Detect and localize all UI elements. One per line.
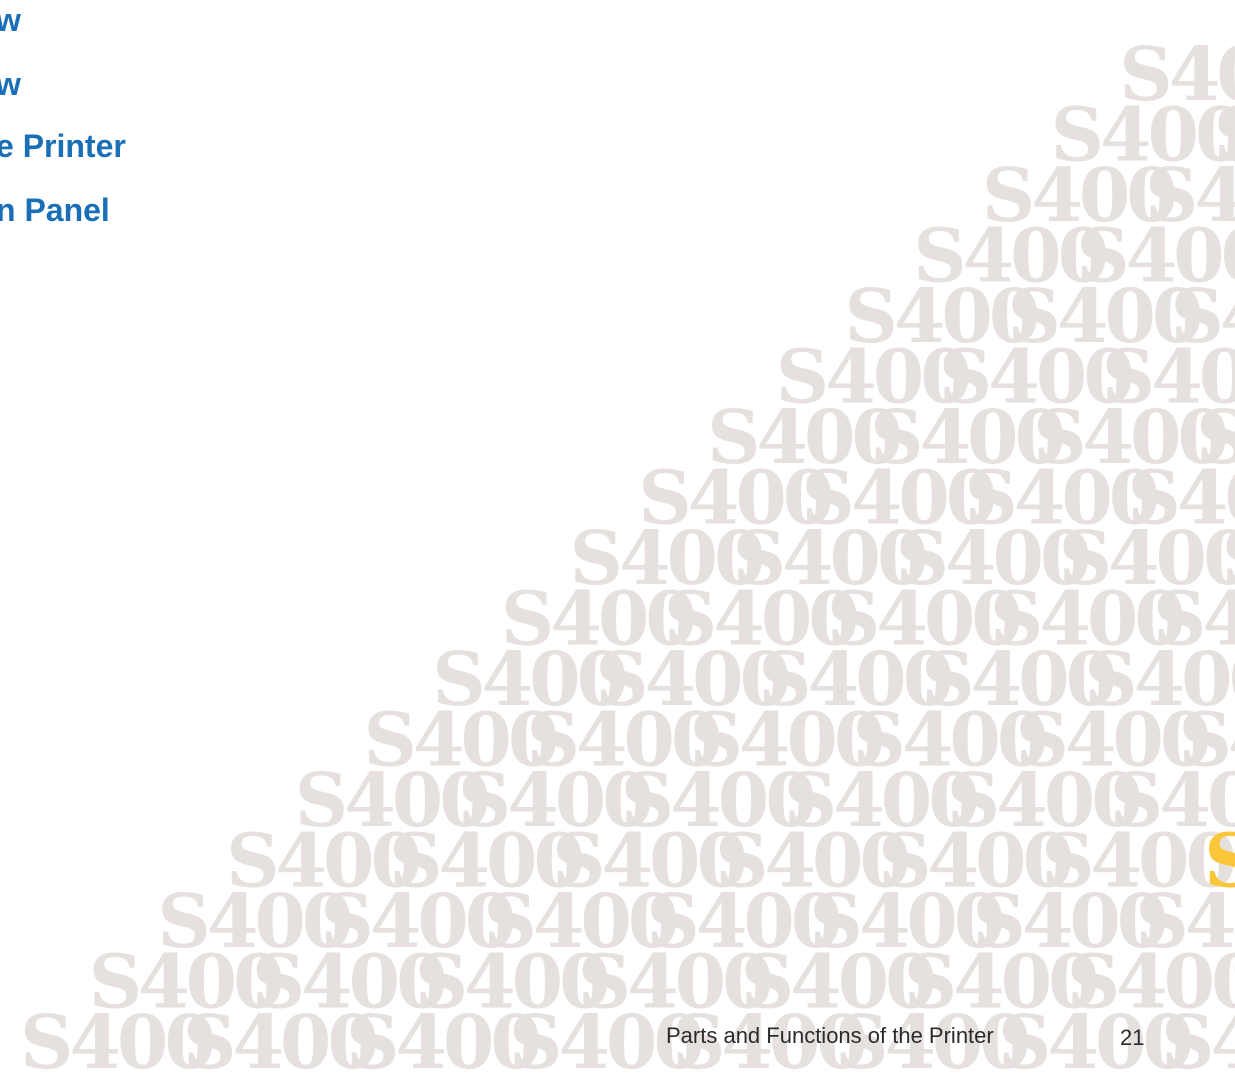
- s400-watermark-text: S400: [1230, 940, 1235, 1026]
- s400-watermark-text: S400: [320, 879, 513, 965]
- s400-watermark-text: S400: [715, 819, 908, 905]
- s400-watermark-text: S400: [346, 1000, 539, 1075]
- s400-watermark-text: S400: [1076, 214, 1235, 300]
- s400-watermark-text: S400: [20, 1000, 213, 1075]
- s400-watermark-text: S400: [364, 698, 557, 784]
- footer-chapter-title: Parts and Functions of the Printer: [666, 1023, 994, 1048]
- s400-watermark-text: S400: [853, 698, 1046, 784]
- s400-watermark-text: S400: [1110, 758, 1235, 844]
- s400-watermark-text: S400: [664, 577, 857, 663]
- s400-watermark-text: S400: [707, 395, 900, 481]
- toc-link-overview-1[interactable]: w: [0, 2, 21, 38]
- s400-watermark-text: S400: [432, 637, 625, 723]
- s400-watermark-text: S400: [458, 758, 651, 844]
- s400-watermark-text: S400: [252, 940, 445, 1026]
- s400-watermark-text: S400: [183, 1000, 376, 1075]
- s400-watermark-text: S400: [733, 516, 926, 602]
- s400-watermark-text: S400: [776, 335, 969, 421]
- s400-watermark-text: S400: [878, 819, 1071, 905]
- s400-watermark-text: S400: [552, 819, 745, 905]
- s400-watermark-text: S400: [939, 335, 1132, 421]
- page-number: 21: [1120, 1025, 1145, 1050]
- s400-watermark-text: S400: [1179, 698, 1235, 784]
- s400-watermark-text: S400: [578, 940, 771, 1026]
- s400-watermark-text: S400: [501, 577, 694, 663]
- s400-watermark-text: S400: [295, 758, 488, 844]
- s400-watermark-text: S400: [1008, 274, 1201, 360]
- s400-watermark-text: S400: [1041, 819, 1234, 905]
- s400-watermark-text: S400: [1059, 516, 1235, 602]
- s400-watermark-text: S400: [1067, 940, 1235, 1026]
- s400-watermark-text: S400: [1051, 93, 1235, 179]
- s400-watermark-text: S400: [483, 879, 676, 965]
- s400-watermark-text: S400: [89, 940, 282, 1026]
- s400-watermark-text: S400: [1016, 698, 1209, 784]
- s400-watermark-text: S400: [1161, 1000, 1235, 1075]
- s400-watermark-text: S400: [595, 637, 788, 723]
- s400-watermark-text: S400: [845, 274, 1038, 360]
- s400-watermark-text: S400: [964, 456, 1157, 542]
- s400-watermark-text: S400: [621, 758, 814, 844]
- s400-watermark-text: S400: [1196, 395, 1235, 481]
- s400-watermark-text: S400: [389, 819, 582, 905]
- s400-watermark-text: S400: [1119, 32, 1235, 118]
- s400-watermark-text: S400: [913, 214, 1106, 300]
- s400-watermark-text: S400: [990, 577, 1183, 663]
- s400-watermark-text: S400: [1145, 153, 1235, 239]
- s400-watermark-text: S400: [1222, 516, 1235, 602]
- s400-watermark-text: S400: [638, 456, 831, 542]
- s400-watermark-text: S400: [415, 940, 608, 1026]
- s400-watermark-text: S400: [527, 698, 720, 784]
- s400-watermark-text: S400: [1214, 93, 1235, 179]
- s400-watermark-text: S400: [1084, 637, 1235, 723]
- s400-watermark-text: S400: [1102, 335, 1235, 421]
- s400-watermark-text: S400: [1153, 577, 1235, 663]
- s400-watermark-text: S400: [827, 577, 1020, 663]
- s400-watermark-text: S400: [1135, 879, 1235, 965]
- s400-watermark-text: S400: [921, 637, 1114, 723]
- s400-watermark-text: S400: [998, 1000, 1191, 1075]
- s400-watermark-text: S400: [1171, 274, 1235, 360]
- s400-watermark-text: S400: [784, 758, 977, 844]
- s400-watermark-text: S400: [896, 516, 1089, 602]
- s400-watermark-text: S400: [835, 1000, 1028, 1075]
- s400-watermark-text: S400: [570, 516, 763, 602]
- s400-watermark-text: S400: [904, 940, 1097, 1026]
- s400-watermark-text: S400: [972, 879, 1165, 965]
- s400-watermark-text: S400: [226, 819, 419, 905]
- s400-watermark-text: S400: [947, 758, 1140, 844]
- s400-watermark-text: S400: [157, 879, 350, 965]
- s400-watermark-text: S400: [982, 153, 1175, 239]
- s400-watermark-text: S400: [1127, 456, 1235, 542]
- toc-links: w w e Printer n Panel: [0, 0, 400, 240]
- toc-link-parts-of-printer[interactable]: e Printer: [0, 128, 126, 164]
- s400-watermark-text: S400: [646, 879, 839, 965]
- s400-watermark-text: S400: [801, 456, 994, 542]
- s400-watermark-text: S400: [809, 879, 1002, 965]
- s400-watermark-text: S400: [741, 940, 934, 1026]
- s400-logo-highlight: S400: [1204, 819, 1235, 905]
- s400-watermark-text: S400: [672, 1000, 865, 1075]
- s400-watermark-text: S400: [870, 395, 1063, 481]
- toc-link-overview-2[interactable]: w: [0, 66, 21, 102]
- toc-link-control-panel[interactable]: n Panel: [0, 192, 110, 228]
- s400-watermark-text: S400: [509, 1000, 702, 1075]
- s400-watermark-text: S400: [1033, 395, 1226, 481]
- s400-watermark-text: S400: [758, 637, 951, 723]
- s400-watermark-text: S400: [690, 698, 883, 784]
